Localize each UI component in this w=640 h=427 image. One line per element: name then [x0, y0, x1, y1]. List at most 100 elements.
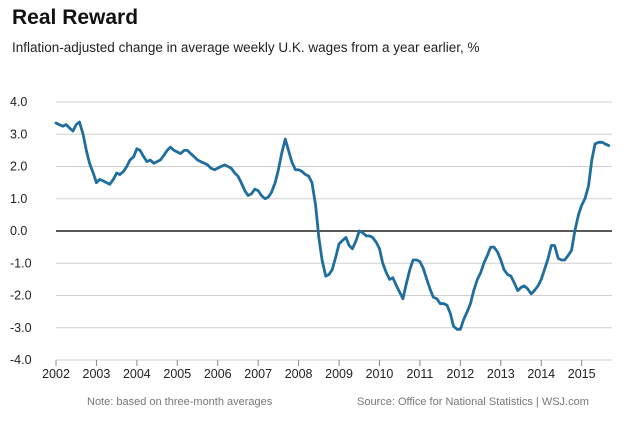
data-point	[199, 160, 202, 163]
data-point	[92, 172, 95, 175]
data-point	[563, 259, 566, 262]
data-point	[88, 162, 91, 165]
data-point	[277, 168, 280, 171]
data-point	[149, 159, 152, 162]
data-point	[527, 288, 530, 291]
x-tick-label: 2009	[325, 367, 353, 381]
data-point	[240, 181, 243, 184]
data-point	[594, 143, 597, 146]
data-point	[237, 175, 240, 178]
data-point	[146, 160, 149, 163]
x-tick-label: 2015	[568, 367, 596, 381]
data-point	[105, 181, 108, 184]
data-point	[540, 278, 543, 281]
data-point	[392, 276, 395, 279]
data-point	[368, 235, 371, 238]
data-point	[422, 267, 425, 270]
data-point	[436, 297, 439, 300]
data-point	[500, 259, 503, 262]
data-point	[153, 162, 156, 165]
data-point	[287, 149, 290, 152]
data-point	[510, 275, 513, 278]
y-tick-label: 4.0	[10, 95, 27, 109]
data-point	[486, 254, 489, 257]
data-point	[85, 149, 88, 152]
data-point	[301, 170, 304, 173]
data-point	[496, 251, 499, 254]
data-point	[523, 285, 526, 288]
data-point	[449, 312, 452, 315]
data-point	[574, 230, 577, 233]
data-point	[210, 167, 213, 170]
data-point	[381, 262, 384, 265]
chart-source: Source: Office for National Statistics |…	[357, 396, 589, 408]
data-point	[216, 167, 219, 170]
data-point	[62, 125, 65, 128]
y-tick-label: -2.0	[10, 289, 32, 303]
data-point	[264, 197, 267, 200]
data-point	[328, 273, 331, 276]
chart-title: Real Reward	[12, 6, 139, 29]
data-point	[412, 259, 415, 262]
data-point	[176, 151, 179, 154]
data-point	[318, 236, 321, 239]
data-point	[442, 302, 445, 305]
data-point	[335, 255, 338, 258]
x-tick-label: 2002	[42, 367, 70, 381]
y-tick-label: 1.0	[10, 192, 27, 206]
data-point	[426, 278, 429, 281]
data-point	[398, 291, 401, 294]
x-tick-label: 2010	[366, 367, 394, 381]
data-point	[244, 189, 247, 192]
data-point	[378, 247, 381, 250]
data-point	[321, 259, 324, 262]
x-tick-label: 2004	[123, 367, 151, 381]
data-point	[108, 183, 111, 186]
data-point	[112, 178, 115, 181]
x-tick-label: 2011	[406, 367, 433, 381]
data-point	[348, 244, 351, 247]
y-tick-label: -3.0	[10, 321, 32, 335]
data-point	[257, 189, 260, 192]
data-point	[388, 278, 391, 281]
data-point	[341, 239, 344, 242]
data-point	[590, 159, 593, 162]
data-point	[72, 130, 75, 133]
data-point	[206, 164, 209, 167]
data-point	[385, 272, 388, 275]
data-point	[223, 164, 226, 167]
data-point	[580, 204, 583, 207]
data-point	[419, 260, 422, 263]
data-point	[65, 123, 68, 126]
data-point	[405, 281, 408, 284]
y-tick-label: -1.0	[10, 256, 32, 270]
data-point	[119, 173, 122, 176]
data-point	[280, 152, 283, 155]
data-point	[395, 285, 398, 288]
data-point	[469, 302, 472, 305]
data-point	[547, 257, 550, 260]
data-point	[163, 154, 166, 157]
data-point	[456, 328, 459, 331]
data-point	[402, 297, 405, 300]
data-point	[247, 194, 250, 197]
data-point	[186, 149, 189, 152]
data-point	[169, 146, 172, 149]
data-point	[274, 181, 277, 184]
data-point	[483, 262, 486, 265]
x-tick-label: 2006	[204, 367, 232, 381]
data-point	[355, 239, 358, 242]
data-point	[307, 175, 310, 178]
data-point	[365, 235, 368, 238]
data-point	[290, 160, 293, 163]
data-point	[560, 259, 563, 262]
data-point	[429, 288, 432, 291]
data-point	[358, 230, 361, 233]
data-point	[75, 123, 78, 126]
data-point	[213, 168, 216, 171]
data-point	[203, 162, 206, 165]
data-point	[338, 243, 341, 246]
data-point	[472, 289, 475, 292]
data-point	[102, 180, 105, 183]
